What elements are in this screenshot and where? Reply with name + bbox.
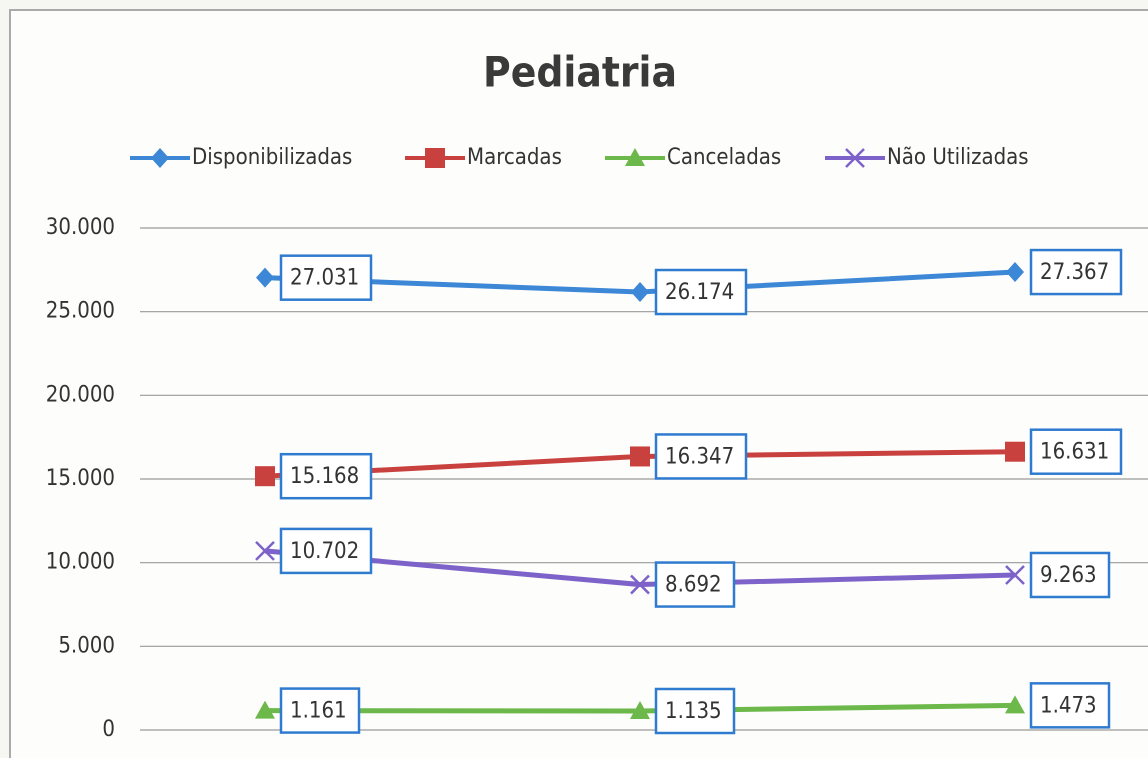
value-label: 1.473: [1040, 693, 1097, 718]
value-label: 27.367: [1040, 260, 1109, 285]
marker: [630, 574, 650, 595]
value-label-box: [279, 254, 373, 301]
marker: [1005, 441, 1025, 462]
value-label-box: [279, 452, 373, 500]
chart-frame: [9, 9, 1148, 758]
value-label-box: [279, 527, 373, 575]
value-label-box: [279, 687, 361, 734]
y-tick-label: 20.000: [46, 382, 115, 407]
value-label: 10.702: [290, 539, 359, 564]
y-tick-label: 30.000: [46, 215, 115, 240]
y-tick-label: 0: [102, 717, 115, 742]
marker: [256, 267, 274, 288]
value-label: 15.168: [290, 464, 359, 489]
y-tick-label: 5.000: [58, 633, 115, 658]
legend-label: Disponibilizadas: [192, 145, 352, 170]
value-label-box: [654, 561, 736, 608]
value-label-box: [1029, 551, 1111, 599]
value-label: 1.161: [290, 699, 347, 724]
marker: [1005, 695, 1025, 714]
marker: [631, 282, 649, 303]
y-tick-label: 25.000: [46, 299, 115, 324]
legend-label: Canceladas: [667, 145, 781, 170]
marker: [255, 466, 275, 487]
value-label-box: [654, 687, 736, 735]
value-label: 9.263: [1040, 563, 1097, 588]
legend-marker: [625, 148, 645, 166]
marker: [1005, 565, 1025, 585]
value-label-box: [1029, 248, 1123, 296]
value-label: 16.347: [665, 444, 734, 469]
value-label: 27.031: [290, 266, 359, 291]
marker: [255, 700, 275, 719]
value-label-box: [1029, 428, 1123, 475]
marker: [255, 541, 275, 561]
legend-marker: [151, 148, 169, 168]
legend-label: Marcadas: [467, 145, 562, 170]
chart-title: Pediatria: [483, 48, 677, 97]
value-label: 26.174: [665, 280, 734, 305]
value-label-box: [654, 433, 748, 480]
value-label: 8.692: [665, 573, 722, 598]
marker: [1006, 262, 1024, 283]
value-label-box: [654, 268, 748, 316]
legend-label: Não Utilizadas: [887, 145, 1029, 170]
y-tick-label: 15.000: [46, 466, 115, 491]
legend-marker: [845, 148, 865, 168]
y-tick-label: 10.000: [46, 550, 115, 575]
marker: [630, 701, 650, 720]
legend-marker: [425, 148, 445, 168]
value-label: 1.135: [665, 699, 722, 724]
marker: [630, 446, 650, 467]
value-label: 16.631: [1040, 440, 1109, 465]
value-label-box: [1029, 682, 1111, 729]
